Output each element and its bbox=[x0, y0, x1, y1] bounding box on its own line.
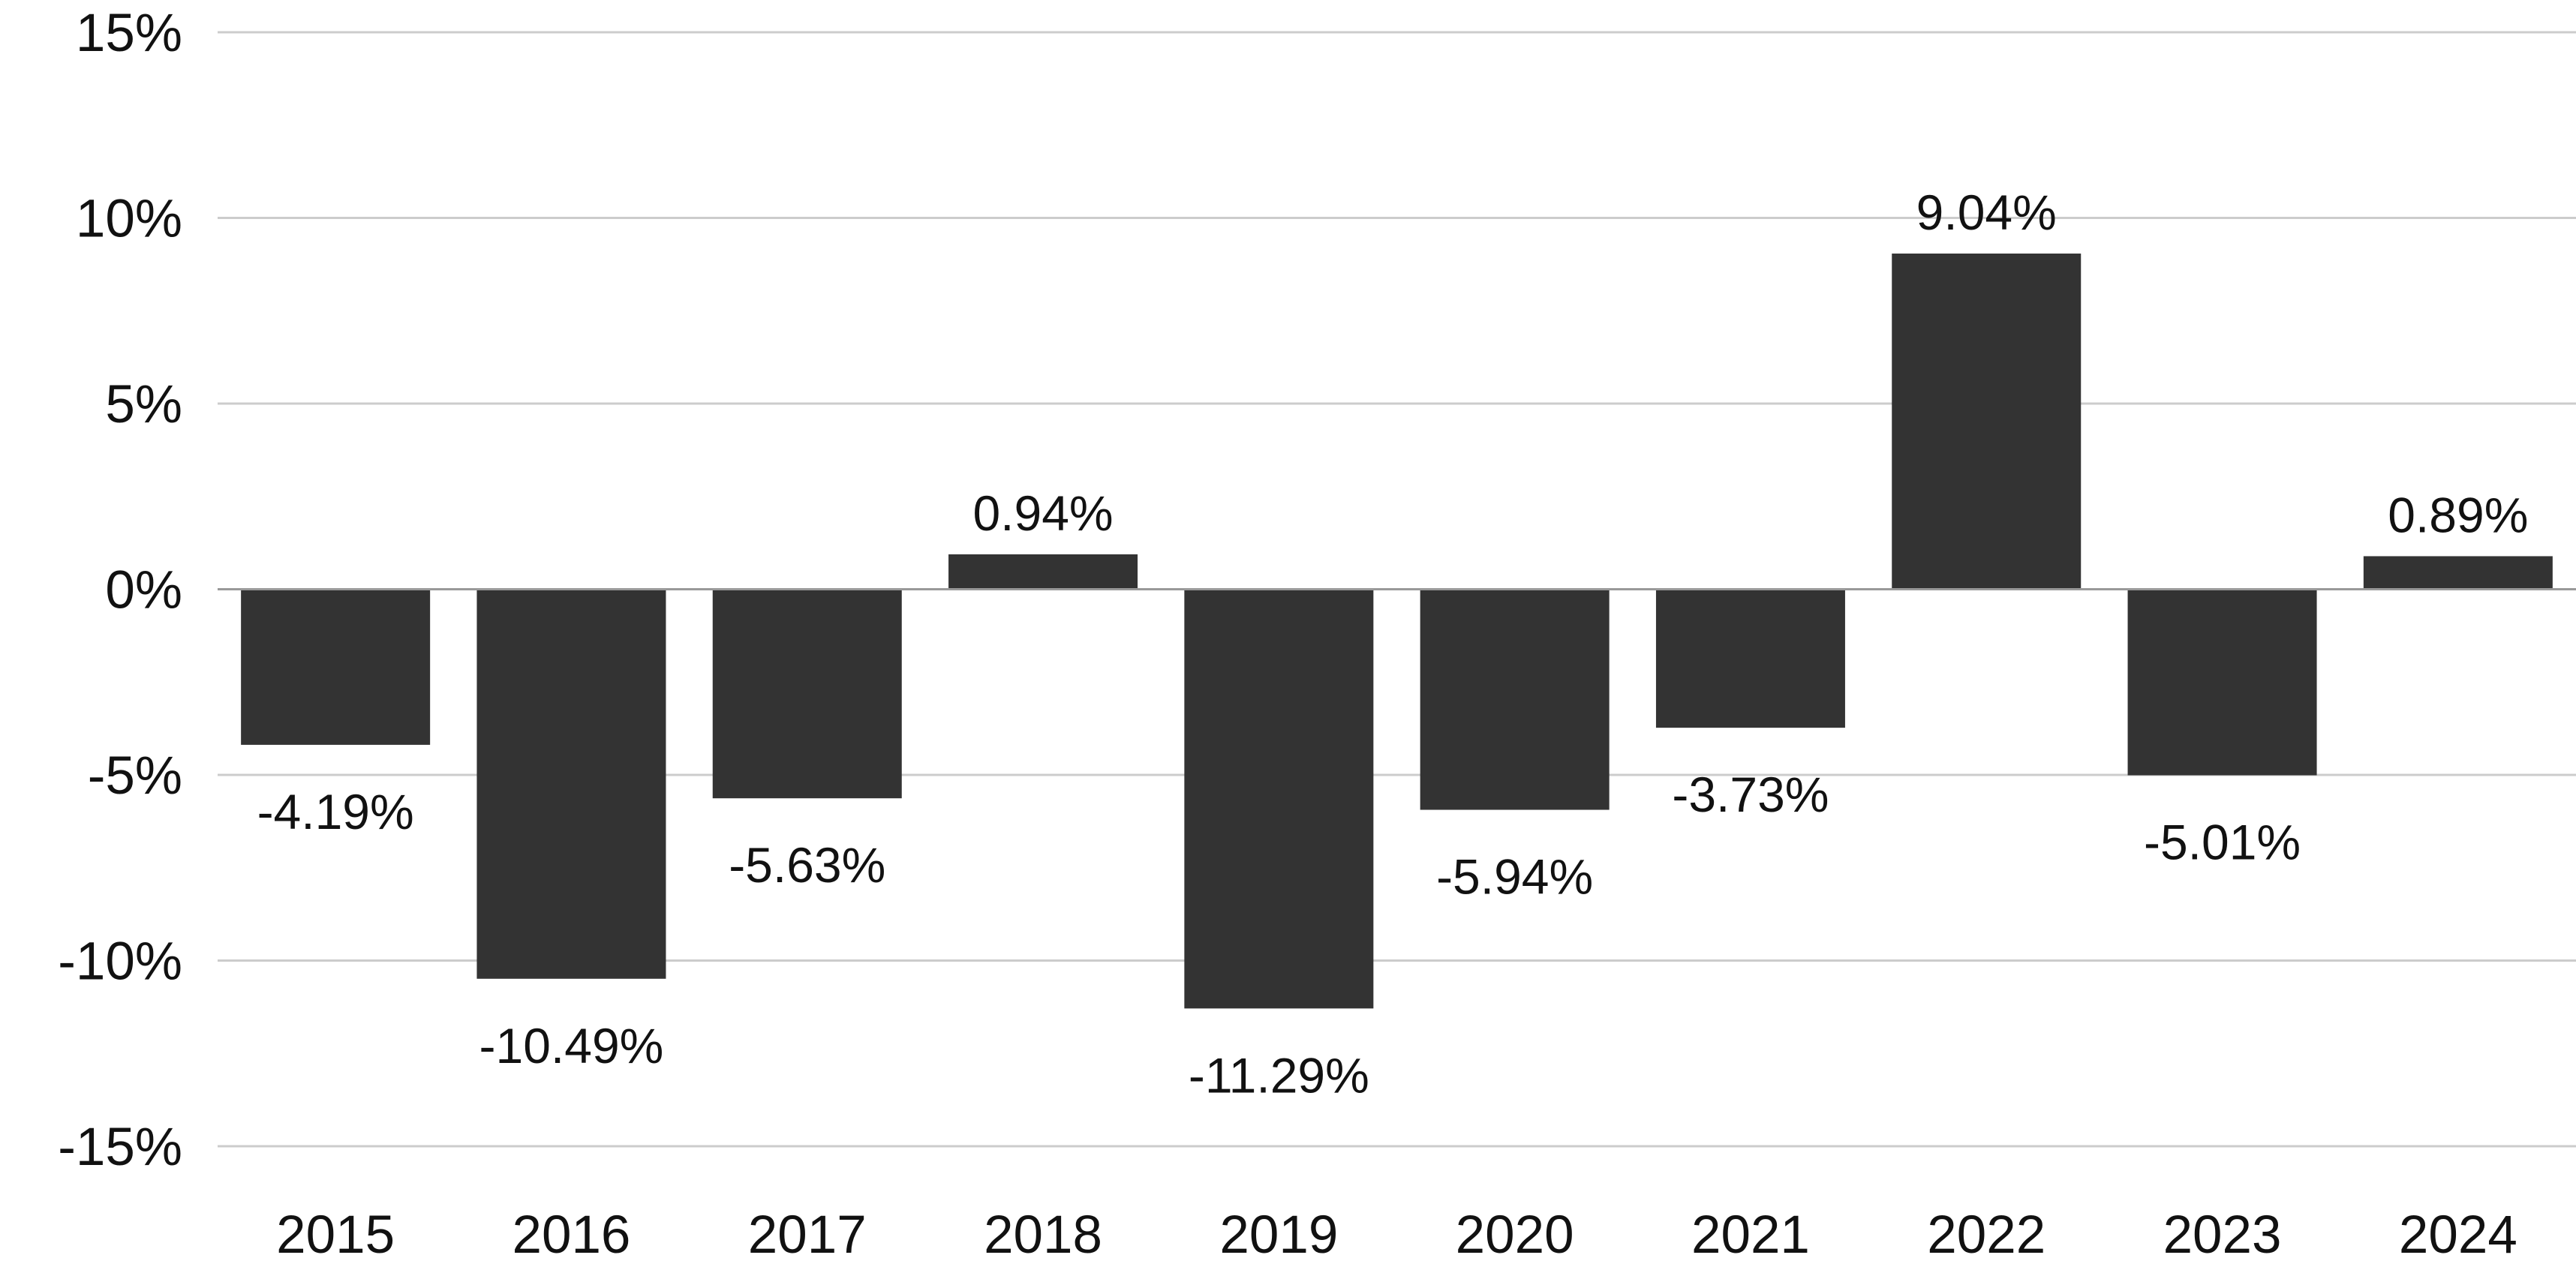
bar-2023 bbox=[2127, 589, 2317, 776]
x-tick-label: 2019 bbox=[1219, 1205, 1338, 1265]
x-tick-label: 2021 bbox=[1691, 1205, 1810, 1265]
x-tick-label: 2015 bbox=[276, 1205, 395, 1265]
data-label: 9.04% bbox=[1916, 185, 2057, 240]
x-tick-label: 2024 bbox=[2399, 1205, 2517, 1265]
data-label: -4.19% bbox=[257, 784, 414, 839]
x-tick-label: 2016 bbox=[512, 1205, 630, 1265]
x-tick-label: 2022 bbox=[1927, 1205, 2045, 1265]
bar-2021 bbox=[1655, 589, 1845, 728]
x-tick-label: 2018 bbox=[984, 1205, 1102, 1265]
y-tick-label: 0% bbox=[105, 561, 182, 620]
y-tick-label: 10% bbox=[76, 190, 182, 249]
x-tick-label: 2020 bbox=[1456, 1205, 1574, 1265]
data-label-layer: -4.19% -10.49% -5.63% 0.94% -11.29% -5.94% -3.… bbox=[257, 185, 2529, 1103]
bar-2022 bbox=[1892, 254, 2082, 590]
bar-layer bbox=[241, 254, 2553, 1009]
bar-2020 bbox=[1420, 589, 1610, 810]
bar-2018 bbox=[948, 554, 1138, 590]
bar-2019 bbox=[1184, 589, 1374, 1009]
y-tick-label: 5% bbox=[105, 375, 182, 434]
data-label: -5.63% bbox=[729, 837, 885, 893]
bar-2016 bbox=[476, 589, 666, 979]
y-tick-label: -10% bbox=[58, 932, 182, 992]
x-axis: 2015 2016 2017 2018 2019 2020 2021 2022 2023 2024 bbox=[276, 1205, 2517, 1265]
data-label: -5.94% bbox=[1436, 849, 1593, 905]
bar-2015 bbox=[241, 589, 431, 745]
data-label: 0.94% bbox=[972, 485, 1113, 541]
data-label: 0.89% bbox=[2388, 487, 2528, 542]
x-tick-label: 2023 bbox=[2163, 1205, 2282, 1265]
x-tick-label: 2017 bbox=[748, 1205, 867, 1265]
y-tick-label: -15% bbox=[58, 1118, 182, 1177]
data-label: -5.01% bbox=[2144, 814, 2301, 869]
data-label: -3.73% bbox=[1672, 767, 1829, 822]
y-tick-label: 15% bbox=[76, 4, 182, 63]
bar-2017 bbox=[712, 589, 902, 799]
y-axis: 15% 10% 5% 0% -5% -10% -15% bbox=[58, 4, 182, 1177]
data-label: -10.49% bbox=[479, 1018, 664, 1073]
y-tick-label: -5% bbox=[88, 746, 182, 806]
bar-2024 bbox=[2363, 556, 2553, 590]
data-label: -11.29% bbox=[1189, 1047, 1369, 1103]
